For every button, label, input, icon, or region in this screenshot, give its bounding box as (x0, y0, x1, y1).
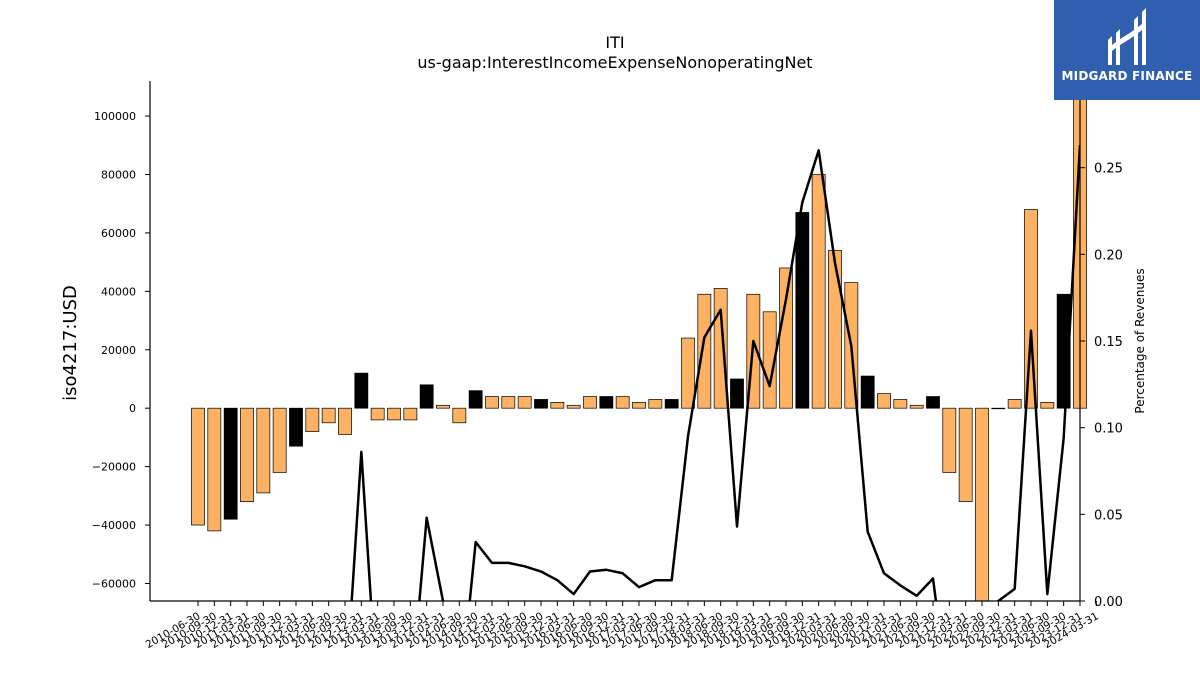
brand-logo-icon (1108, 8, 1146, 65)
bar (436, 404, 450, 409)
y-tick-label: 40000 (101, 285, 136, 298)
bar (550, 402, 565, 409)
bar (354, 372, 369, 409)
bar (256, 407, 271, 494)
bar (991, 407, 1006, 410)
bar (272, 407, 287, 473)
brand-logo: MIDGARD FINANCE (1054, 0, 1200, 100)
y-axis-right-label: Percentage of Revenues (1133, 268, 1147, 413)
bar (583, 396, 597, 409)
bar (321, 407, 336, 424)
y-tick-label: 60000 (101, 227, 136, 240)
bar (403, 407, 418, 421)
bar (762, 311, 777, 409)
bar (370, 407, 385, 421)
bar (534, 399, 548, 409)
bar (387, 407, 401, 421)
bar (419, 384, 434, 409)
y-axis-label: iso4217:USD (60, 285, 81, 401)
bar (893, 399, 908, 409)
bar (566, 404, 581, 409)
bar (501, 396, 516, 409)
bar (877, 393, 891, 409)
brand-name: MIDGARD FINANCE (1061, 69, 1193, 83)
bar (517, 396, 532, 409)
bar (240, 407, 254, 503)
y-right-tick-label: 0.10 (1094, 422, 1123, 437)
bar (305, 407, 320, 432)
axes-layer: −60000 −40000 −20000 0 20000 40000 60000 80000 1… (92, 75, 1123, 651)
bar (1007, 399, 1022, 409)
bar (942, 407, 957, 473)
y-right-tick-label: 0.15 (1094, 335, 1123, 350)
bar (338, 407, 352, 435)
y-tick-label: −60000 (92, 577, 136, 590)
bar (664, 399, 679, 409)
y-tick-label: 0 (129, 402, 136, 415)
bar (779, 267, 793, 409)
bar (681, 337, 695, 409)
bar (730, 378, 744, 409)
bar (468, 390, 483, 409)
bar (860, 375, 875, 409)
line-layer (350, 145, 1080, 601)
y-right-tick-label: 0.25 (1094, 162, 1123, 177)
y-right-tick-label: 0.05 (1094, 508, 1123, 523)
bars-layer (191, 80, 1087, 602)
bar (599, 396, 614, 409)
series-line (350, 145, 1080, 601)
y-right-tick-label: 0.00 (1094, 595, 1123, 610)
bar (289, 407, 303, 447)
y-tick-label: 20000 (101, 344, 136, 357)
y-tick-label: 80000 (101, 168, 136, 181)
chart-title: ITI (605, 33, 624, 52)
chart-subtitle: us-gaap:InterestIncomeExpenseNonoperatin… (417, 53, 812, 72)
bar (828, 250, 842, 409)
bar (958, 407, 973, 503)
bar (975, 407, 989, 602)
bar (697, 293, 712, 409)
bar (207, 407, 222, 532)
y-tick-label: −40000 (92, 519, 136, 532)
bar (713, 288, 728, 409)
bar (909, 404, 924, 409)
bar (1024, 209, 1038, 409)
y-tick-label: −20000 (92, 461, 136, 474)
bar (452, 407, 467, 424)
bar (795, 212, 810, 409)
bar (615, 396, 630, 409)
y-right-tick-label: 0.20 (1094, 248, 1123, 263)
bar (223, 407, 238, 520)
bar (632, 402, 646, 409)
y-tick-label: 100000 (94, 110, 136, 123)
bar (485, 396, 499, 409)
bar (1040, 402, 1055, 409)
bar (648, 399, 663, 409)
bar (811, 174, 826, 409)
bar (191, 407, 205, 526)
bar (926, 396, 940, 409)
